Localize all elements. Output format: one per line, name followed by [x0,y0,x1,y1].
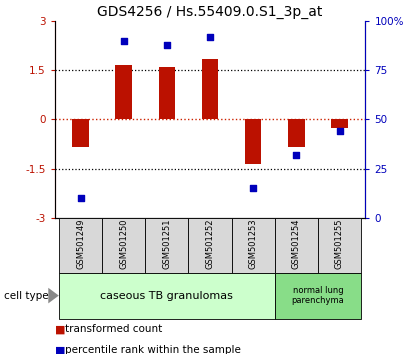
Point [77,195,84,201]
Text: GSM501252: GSM501252 [205,219,215,269]
Text: GSM501249: GSM501249 [76,219,85,269]
Bar [159,67,175,119]
Point [120,38,127,44]
Text: caseous TB granulomas: caseous TB granulomas [100,291,233,301]
Text: normal lung
parenchyma: normal lung parenchyma [291,286,344,305]
Bar [202,59,218,119]
Bar [116,65,132,119]
Bar [275,273,361,319]
Text: GSM501253: GSM501253 [249,219,257,269]
Point [207,34,213,40]
Text: ■: ■ [55,346,65,354]
Bar [245,119,261,164]
Text: percentile rank within the sample: percentile rank within the sample [65,346,241,354]
Bar [59,273,275,319]
Text: GSM501250: GSM501250 [119,219,128,269]
Bar [331,119,348,128]
Title: GDS4256 / Hs.55409.0.S1_3p_at: GDS4256 / Hs.55409.0.S1_3p_at [97,5,323,19]
Text: cell type: cell type [4,291,49,301]
Bar [102,218,145,273]
Point [250,185,257,191]
Bar [189,218,231,273]
Point [336,129,343,134]
Text: GSM501255: GSM501255 [335,219,344,269]
Text: ■: ■ [55,324,65,334]
Point [293,152,300,158]
Text: GSM501254: GSM501254 [292,219,301,269]
Bar [59,218,102,273]
Bar [145,218,189,273]
Text: GSM501251: GSM501251 [163,219,171,269]
Bar [288,119,304,147]
Bar [231,218,275,273]
Polygon shape [48,288,59,303]
Text: transformed count: transformed count [65,324,163,334]
Bar [275,218,318,273]
Point [163,42,170,48]
Bar [72,119,89,147]
Bar [318,218,361,273]
